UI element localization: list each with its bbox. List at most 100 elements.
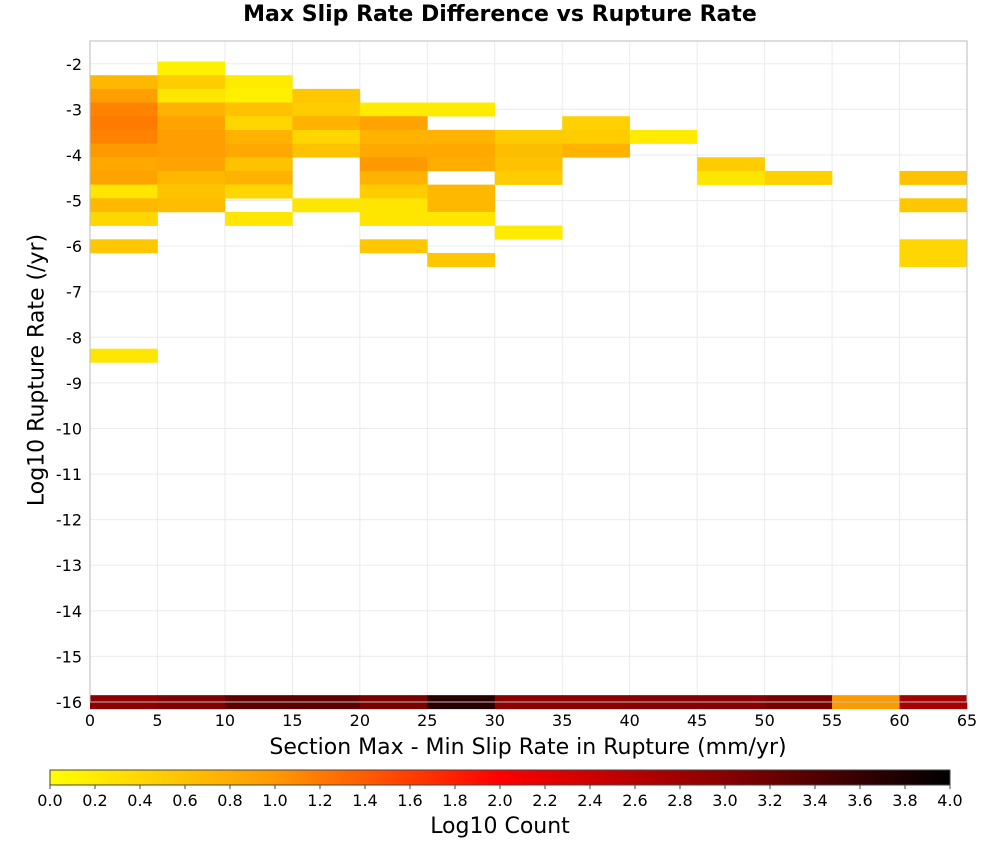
heatmap-cell — [427, 211, 496, 226]
x-tick-label: 15 — [282, 711, 302, 730]
heatmap-cell — [562, 116, 630, 131]
heatmap-cell — [292, 116, 361, 131]
chart-title: Max Slip Rate Difference vs Rupture Rate — [243, 2, 757, 27]
heatmap-cell — [157, 88, 226, 103]
colorbar-tick-label: 4.0 — [937, 791, 962, 810]
heatmap-cell — [899, 198, 968, 213]
colorbar-tick-label: 2.8 — [667, 791, 692, 810]
y-tick-label: -12 — [56, 511, 82, 530]
heatmap-cell — [224, 184, 293, 199]
heatmap-cell — [224, 211, 293, 226]
heatmap-cell — [90, 102, 158, 117]
heatmap-cell — [427, 252, 496, 267]
colorbar-tick-label: 1.0 — [262, 791, 287, 810]
heatmap-cell — [427, 198, 496, 213]
heatmap-cell — [359, 116, 428, 131]
x-tick-label: 35 — [552, 711, 572, 730]
colorbar-tick-label: 0.0 — [37, 791, 62, 810]
heatmap-cell — [562, 129, 630, 144]
heatmap-cell — [157, 184, 226, 199]
heatmap-cell — [427, 102, 496, 117]
heatmap-cell — [359, 143, 428, 158]
y-tick-label: -5 — [66, 192, 82, 211]
heatmap-cell — [359, 239, 428, 254]
y-tick-label: -11 — [56, 465, 82, 484]
colorbar-tick-label: 2.4 — [577, 791, 602, 810]
heatmap-cell — [359, 157, 428, 172]
heatmap-cell — [494, 225, 563, 240]
heatmap-cell — [157, 75, 226, 90]
heatmap-cell — [224, 75, 293, 90]
heatmap-cell — [90, 239, 158, 254]
heatmap-cell — [292, 143, 361, 158]
y-tick-label: -6 — [66, 237, 82, 256]
colorbar-tick-label: 0.4 — [127, 791, 152, 810]
heatmap-cell — [157, 102, 226, 117]
heatmap-cell — [292, 129, 361, 144]
heatmap-cell — [157, 143, 226, 158]
heatmap-cell — [224, 88, 293, 103]
colorbar-tick-label: 1.6 — [397, 791, 422, 810]
heatmap-cell — [157, 198, 226, 213]
heatmap-cell — [697, 170, 765, 185]
y-tick-label: -14 — [56, 602, 82, 621]
colorbar-tick-label: 0.6 — [172, 791, 197, 810]
colorbar-tick-label: 3.4 — [802, 791, 827, 810]
colorbar-tick-label: 0.2 — [82, 791, 107, 810]
x-tick-label: 50 — [754, 711, 774, 730]
heatmap-cell — [224, 102, 293, 117]
heatmap-cell — [494, 157, 563, 172]
heatmap-cell — [494, 129, 563, 144]
x-tick-label: 10 — [215, 711, 235, 730]
heatmap-cell — [90, 129, 158, 144]
heatmap-cell — [494, 170, 563, 185]
x-tick-label: 0 — [85, 711, 95, 730]
y-tick-label: -15 — [56, 647, 82, 666]
heatmap-cell — [359, 102, 428, 117]
y-axis-ticks: -2 -3 -4 -5 -6 -7 -8 -9 -10 -11 -12 -13 -14 -15 -16 — [56, 55, 82, 712]
heatmap-cell — [359, 198, 428, 213]
colorbar-label: Log10 Count — [430, 814, 570, 839]
colorbar-tick-label: 3.6 — [847, 791, 872, 810]
x-tick-label: 25 — [417, 711, 437, 730]
heatmap-cell — [90, 211, 158, 226]
heatmap-cell — [427, 129, 496, 144]
heatmap-cell — [90, 198, 158, 213]
colorbar — [49, 769, 951, 786]
y-tick-label: -3 — [66, 100, 82, 119]
plot-border — [89, 40, 968, 703]
heatmap-cell — [90, 170, 158, 185]
x-tick-label: 5 — [152, 711, 162, 730]
colorbar-tick-label: 2.2 — [532, 791, 557, 810]
y-tick-label: -7 — [66, 283, 82, 302]
x-axis-label: Section Max - Min Slip Rate in Rupture (… — [269, 735, 787, 760]
x-tick-label: 65 — [957, 711, 977, 730]
heatmap-cell — [697, 157, 765, 172]
heatmap-cell — [899, 252, 968, 267]
heatmap-cell — [899, 239, 968, 254]
heatmap-cell — [764, 170, 833, 185]
heatmap-cell — [494, 143, 563, 158]
heatmap-cell — [157, 129, 226, 144]
heatmap-cell — [90, 348, 158, 363]
heatmap-cell — [90, 88, 158, 103]
colorbar-tick-label: 0.8 — [217, 791, 242, 810]
y-tick-label: -13 — [56, 556, 82, 575]
heatmap-cell — [292, 88, 361, 103]
colorbar-ticks: 0.0 0.2 0.4 0.6 0.8 1.0 1.2 1.4 1.6 1.8 2.0 2.2 2.4 2… — [37, 785, 963, 810]
heatmap-cell — [359, 129, 428, 144]
colorbar-tick-label: 1.2 — [307, 791, 332, 810]
y-tick-label: -4 — [66, 146, 82, 165]
x-tick-label: 60 — [889, 711, 909, 730]
heatmap-cell — [157, 61, 226, 76]
colorbar-tick-label: 3.2 — [757, 791, 782, 810]
heatmap-cell — [292, 102, 361, 117]
x-tick-label: 45 — [687, 711, 707, 730]
heatmap-cell — [224, 129, 293, 144]
heatmap-cell — [224, 143, 293, 158]
y-tick-label: -8 — [66, 328, 82, 347]
heatmap-cell — [427, 157, 496, 172]
heatmap-cell — [899, 170, 968, 185]
colorbar-tick-label: 2.6 — [622, 791, 647, 810]
